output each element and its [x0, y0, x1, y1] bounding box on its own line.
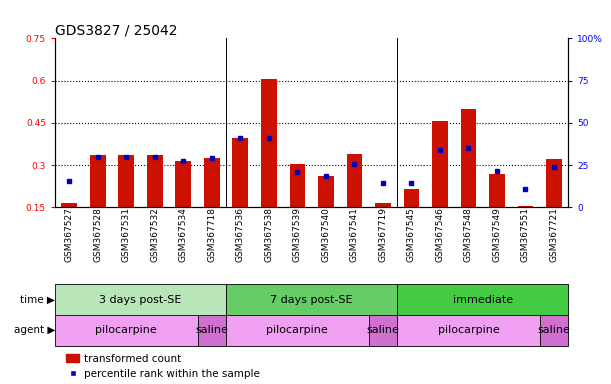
Text: GSM367536: GSM367536 — [236, 207, 245, 262]
Text: GSM367719: GSM367719 — [378, 207, 387, 262]
Bar — [403, 189, 419, 250]
Bar — [375, 203, 391, 250]
Bar — [226, 284, 397, 315]
Bar — [204, 158, 219, 250]
Bar — [346, 154, 362, 250]
Text: GSM367528: GSM367528 — [93, 207, 102, 262]
Bar — [226, 315, 368, 346]
Text: GDS3827 / 25042: GDS3827 / 25042 — [55, 23, 177, 37]
Text: saline: saline — [367, 325, 400, 335]
Bar — [318, 176, 334, 250]
Text: GSM367532: GSM367532 — [150, 207, 159, 262]
Text: GSM367551: GSM367551 — [521, 207, 530, 262]
Text: immediate: immediate — [453, 295, 513, 305]
Text: pilocarpine: pilocarpine — [437, 325, 499, 335]
Bar — [232, 138, 248, 250]
Text: GSM367548: GSM367548 — [464, 207, 473, 262]
Text: 3 days post-SE: 3 days post-SE — [100, 295, 181, 305]
Text: GSM367718: GSM367718 — [207, 207, 216, 262]
Bar — [55, 284, 226, 315]
Text: saline: saline — [196, 325, 229, 335]
Bar — [432, 121, 448, 250]
Text: GSM367546: GSM367546 — [436, 207, 444, 262]
Text: saline: saline — [538, 325, 571, 335]
Bar — [540, 315, 568, 346]
Bar — [461, 109, 477, 250]
Bar — [175, 161, 191, 250]
Text: GSM367545: GSM367545 — [407, 207, 416, 262]
Bar — [290, 164, 306, 250]
Bar — [61, 203, 77, 250]
Text: GSM367538: GSM367538 — [265, 207, 273, 262]
Text: pilocarpine: pilocarpine — [95, 325, 157, 335]
Text: GSM367721: GSM367721 — [549, 207, 558, 262]
Text: 7 days post-SE: 7 days post-SE — [270, 295, 353, 305]
Bar — [546, 159, 562, 250]
Text: GSM367540: GSM367540 — [321, 207, 331, 262]
Bar — [55, 315, 197, 346]
Bar — [368, 315, 397, 346]
Bar — [489, 174, 505, 250]
Bar — [147, 155, 163, 250]
Text: GSM367549: GSM367549 — [492, 207, 502, 262]
Bar — [119, 155, 134, 250]
Text: time ▶: time ▶ — [20, 295, 55, 305]
Bar — [90, 155, 106, 250]
Legend: transformed count, percentile rank within the sample: transformed count, percentile rank withi… — [67, 354, 260, 379]
Text: GSM367534: GSM367534 — [179, 207, 188, 262]
Bar — [397, 315, 540, 346]
Text: pilocarpine: pilocarpine — [266, 325, 328, 335]
Text: GSM367527: GSM367527 — [65, 207, 74, 262]
Bar — [261, 79, 277, 250]
Text: agent ▶: agent ▶ — [13, 325, 55, 335]
Text: GSM367539: GSM367539 — [293, 207, 302, 262]
Bar — [518, 206, 533, 250]
Bar — [197, 315, 226, 346]
Text: GSM367531: GSM367531 — [122, 207, 131, 262]
Bar — [397, 284, 568, 315]
Text: GSM367541: GSM367541 — [350, 207, 359, 262]
